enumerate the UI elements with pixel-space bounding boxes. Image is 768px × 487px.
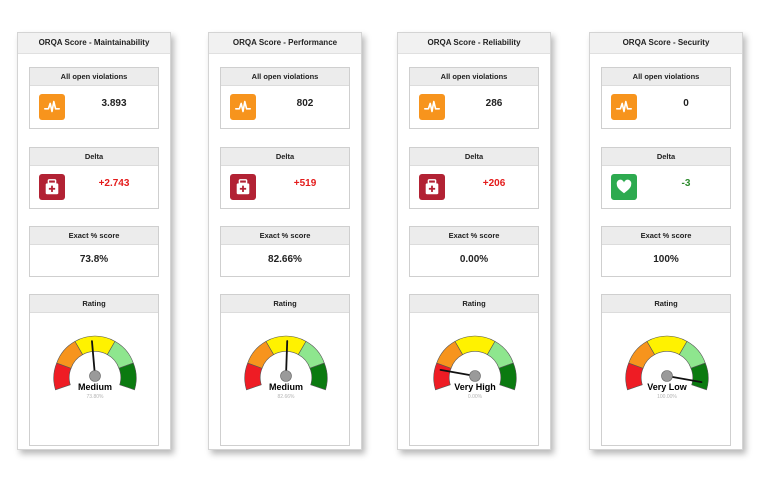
pulse-icon <box>419 94 445 120</box>
exact-score-label: Exact % score <box>221 227 349 245</box>
gauge-needle <box>285 340 289 377</box>
gauge-segment-darkgreen <box>309 362 328 391</box>
violations-card: All open violations 286 <box>409 67 539 129</box>
rating-card: Rating Very Low 100.00% <box>601 294 731 446</box>
score-panel: ORQA Score - Security All open violation… <box>589 32 743 450</box>
panel-title: ORQA Score - Security <box>590 33 742 54</box>
rating-label: Rating <box>410 295 538 313</box>
score-panel: ORQA Score - Reliability All open violat… <box>397 32 551 450</box>
rating-text: Medium <box>269 382 303 392</box>
exact-score-card: Exact % score 73.8% <box>29 226 159 277</box>
violations-value: 802 <box>296 98 314 109</box>
medical-kit-icon <box>419 174 445 200</box>
gauge-needle <box>439 369 476 377</box>
exact-score-label: Exact % score <box>602 227 730 245</box>
exact-score-card: Exact % score 0.00% <box>409 226 539 277</box>
rating-label: Rating <box>221 295 349 313</box>
exact-score-card: Exact % score 82.66% <box>220 226 350 277</box>
delta-card: Delta +206 <box>409 147 539 209</box>
violations-label: All open violations <box>602 68 730 86</box>
violations-card: All open violations 3.893 <box>29 67 159 129</box>
exact-score-card: Exact % score 100% <box>601 226 731 277</box>
exact-score-label: Exact % score <box>30 227 158 245</box>
violations-value: 3.893 <box>101 98 127 109</box>
rating-gauge: Medium 82.66% <box>236 322 336 406</box>
exact-score-value: 0.00% <box>459 254 489 265</box>
delta-label: Delta <box>602 148 730 166</box>
delta-value: +206 <box>482 178 506 189</box>
delta-card: Delta -3 <box>601 147 731 209</box>
rating-gauge: Very Low 100.00% <box>617 322 717 406</box>
rating-label: Rating <box>30 295 158 313</box>
gauge-hub <box>661 370 673 382</box>
gauge-needle <box>91 340 96 377</box>
violations-card: All open violations 802 <box>220 67 350 129</box>
gauge-hub <box>469 370 481 382</box>
rating-subvalue: 100.00% <box>657 394 677 400</box>
rating-text: Very High <box>454 382 496 392</box>
rating-subvalue: 82.66% <box>278 394 296 400</box>
gauge-segment-darkgreen <box>690 362 709 391</box>
gauge-segment-darkgreen <box>498 362 517 391</box>
violations-value: 0 <box>683 98 689 109</box>
violations-label: All open violations <box>221 68 349 86</box>
rating-gauge: Very High 0.00% <box>425 322 525 406</box>
exact-score-value: 100% <box>653 254 679 265</box>
rating-card: Rating Medium 73.80% <box>29 294 159 446</box>
score-panel: ORQA Score - Maintainability All open vi… <box>17 32 171 450</box>
exact-score-value: 82.66% <box>268 254 302 265</box>
delta-value: -3 <box>681 178 691 189</box>
delta-card: Delta +2.743 <box>29 147 159 209</box>
delta-value: +2.743 <box>98 178 130 189</box>
panel-title: ORQA Score - Maintainability <box>18 33 170 54</box>
violations-value: 286 <box>485 98 503 109</box>
gauge-hub <box>89 370 101 382</box>
rating-label: Rating <box>602 295 730 313</box>
gauge-needle <box>666 375 703 383</box>
rating-subvalue: 73.80% <box>87 394 105 400</box>
violations-card: All open violations 0 <box>601 67 731 129</box>
delta-value: +519 <box>293 178 317 189</box>
delta-label: Delta <box>221 148 349 166</box>
rating-gauge: Medium 73.80% <box>45 322 145 406</box>
exact-score-value: 73.8% <box>79 254 109 265</box>
gauge-segment-darkgreen <box>118 362 137 391</box>
medical-kit-icon <box>230 174 256 200</box>
panel-title: ORQA Score - Performance <box>209 33 361 54</box>
rating-card: Rating Medium 82.66% <box>220 294 350 446</box>
score-panel: ORQA Score - Performance All open violat… <box>208 32 362 450</box>
medical-kit-icon <box>39 174 65 200</box>
rating-text: Very Low <box>647 382 688 392</box>
pulse-icon <box>39 94 65 120</box>
rating-text: Medium <box>78 382 112 392</box>
violations-label: All open violations <box>410 68 538 86</box>
delta-label: Delta <box>30 148 158 166</box>
violations-label: All open violations <box>30 68 158 86</box>
pulse-icon <box>230 94 256 120</box>
delta-card: Delta +519 <box>220 147 350 209</box>
rating-subvalue: 0.00% <box>468 394 483 400</box>
gauge-hub <box>280 370 292 382</box>
exact-score-label: Exact % score <box>410 227 538 245</box>
delta-label: Delta <box>410 148 538 166</box>
rating-card: Rating Very High 0.00% <box>409 294 539 446</box>
panel-title: ORQA Score - Reliability <box>398 33 550 54</box>
heart-icon <box>611 174 637 200</box>
pulse-icon <box>611 94 637 120</box>
